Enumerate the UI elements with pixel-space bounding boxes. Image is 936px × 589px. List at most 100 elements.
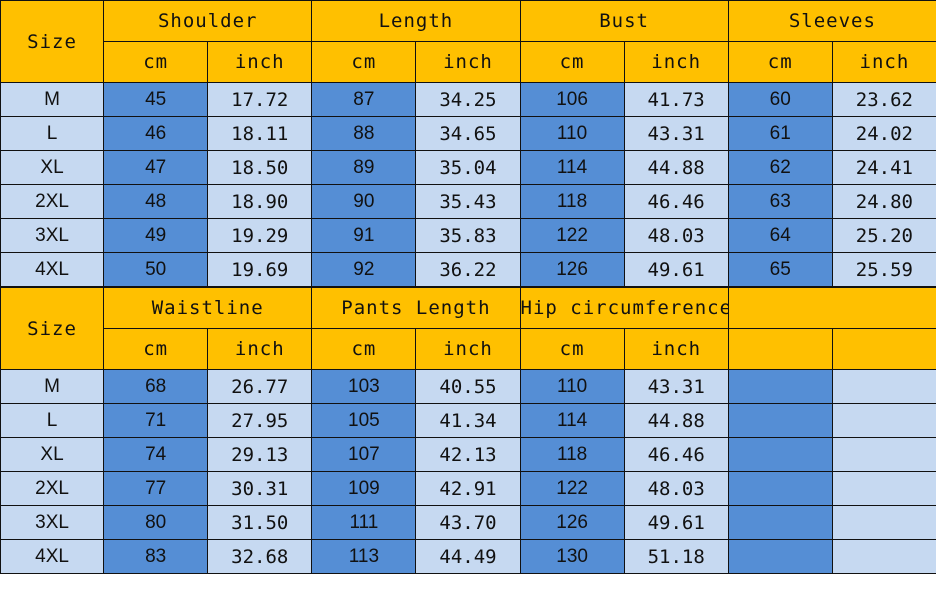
inch-cell: 35.43: [415, 184, 521, 219]
group-header: Bust: [519, 0, 729, 42]
inch-cell: 41.73: [623, 82, 729, 117]
inch-cell: 42.13: [415, 437, 521, 472]
cm-cell: 88: [311, 116, 417, 151]
inch-cell: 29.13: [207, 437, 313, 472]
group-header: Hip circumference: [519, 287, 729, 329]
inch-cell: 43.31: [623, 369, 729, 404]
table-row: 3XL 80 31.50 111 43.70 126 49.61: [0, 505, 936, 540]
cm-cell: 106: [519, 82, 625, 117]
cm-cell: 107: [311, 437, 417, 472]
inch-cell: 25.20: [831, 218, 936, 253]
inch-cell: 48.03: [623, 218, 729, 253]
cm-cell: 71: [103, 403, 209, 438]
size-table-2: Size Waistline Pants Length Hip circumferen…: [0, 287, 936, 574]
size-chart: Size Shoulder Length Bust Sleeves cm inch cm inc…: [0, 0, 936, 574]
inch-cell: 41.34: [415, 403, 521, 438]
cm-cell: 63: [727, 184, 833, 219]
inch-cell: 32.68: [207, 539, 313, 574]
inch-cell: 24.02: [831, 116, 936, 151]
inch-cell: 19.29: [207, 218, 313, 253]
inch-cell: 19.69: [207, 252, 313, 287]
inch-cell: 23.62: [831, 82, 936, 117]
cm-cell: 109: [311, 471, 417, 506]
unit-header: cm: [519, 41, 625, 83]
size-cell: L: [0, 403, 105, 438]
inch-cell: 35.04: [415, 150, 521, 185]
table-row: M 45 17.72 87 34.25 106 41.73 60 23.62: [0, 82, 936, 117]
unit-header: cm: [311, 41, 417, 83]
cm-cell: 110: [519, 369, 625, 404]
inch-cell: 31.50: [207, 505, 313, 540]
cm-cell: 114: [519, 150, 625, 185]
cm-cell: 130: [519, 539, 625, 574]
cm-cell: 61: [727, 116, 833, 151]
inch-cell: [831, 539, 936, 574]
size-cell: 3XL: [0, 505, 105, 540]
unit-header: inch: [415, 328, 521, 370]
inch-cell: 24.41: [831, 150, 936, 185]
unit-header: cm: [103, 41, 209, 83]
inch-cell: 35.83: [415, 218, 521, 253]
cm-cell: 48: [103, 184, 209, 219]
inch-cell: 44.88: [623, 150, 729, 185]
inch-cell: [831, 369, 936, 404]
inch-cell: 46.46: [623, 184, 729, 219]
cm-cell: [727, 369, 833, 404]
inch-cell: 18.11: [207, 116, 313, 151]
table-row: M 68 26.77 103 40.55 110 43.31: [0, 369, 936, 404]
inch-cell: 43.31: [623, 116, 729, 151]
cm-cell: [727, 437, 833, 472]
unit-header: inch: [415, 41, 521, 83]
table-row: 4XL 83 32.68 113 44.49 130 51.18: [0, 539, 936, 574]
size-cell: 2XL: [0, 184, 105, 219]
size-cell: 4XL: [0, 252, 105, 287]
cm-cell: 89: [311, 150, 417, 185]
cm-cell: 83: [103, 539, 209, 574]
cm-cell: 46: [103, 116, 209, 151]
cm-cell: 126: [519, 505, 625, 540]
inch-cell: 17.72: [207, 82, 313, 117]
inch-cell: 34.25: [415, 82, 521, 117]
table-row: 2XL 48 18.90 90 35.43 118 46.46 63 24.80: [0, 184, 936, 219]
cm-cell: 105: [311, 403, 417, 438]
cm-cell: 62: [727, 150, 833, 185]
unit-header: inch: [831, 41, 936, 83]
size-header: Size: [0, 0, 105, 83]
inch-cell: 42.91: [415, 471, 521, 506]
unit-header: cm: [311, 328, 417, 370]
inch-cell: 30.31: [207, 471, 313, 506]
table-row: L 71 27.95 105 41.34 114 44.88: [0, 403, 936, 438]
cm-cell: 110: [519, 116, 625, 151]
cm-cell: 118: [519, 437, 625, 472]
table-row: 4XL 50 19.69 92 36.22 126 49.61 65 25.59: [0, 252, 936, 287]
inch-cell: [831, 505, 936, 540]
unit-header: inch: [207, 41, 313, 83]
inch-cell: 26.77: [207, 369, 313, 404]
size-cell: M: [0, 82, 105, 117]
size-cell: L: [0, 116, 105, 151]
cm-cell: 77: [103, 471, 209, 506]
cm-cell: 103: [311, 369, 417, 404]
unit-header: cm: [103, 328, 209, 370]
cm-cell: 74: [103, 437, 209, 472]
inch-cell: 46.46: [623, 437, 729, 472]
inch-cell: 40.55: [415, 369, 521, 404]
inch-cell: 44.49: [415, 539, 521, 574]
group-header: Shoulder: [103, 0, 313, 42]
inch-cell: [831, 471, 936, 506]
unit-header: inch: [623, 41, 729, 83]
table-row: 2XL 77 30.31 109 42.91 122 48.03: [0, 471, 936, 506]
inch-cell: 25.59: [831, 252, 936, 287]
cm-cell: 90: [311, 184, 417, 219]
inch-cell: 24.80: [831, 184, 936, 219]
unit-header: [727, 328, 833, 370]
group-header: Pants Length: [311, 287, 521, 329]
cm-cell: 45: [103, 82, 209, 117]
cm-cell: 91: [311, 218, 417, 253]
unit-header: cm: [727, 41, 833, 83]
cm-cell: 111: [311, 505, 417, 540]
cm-cell: 92: [311, 252, 417, 287]
size-cell: 2XL: [0, 471, 105, 506]
size-cell: M: [0, 369, 105, 404]
size-cell: XL: [0, 437, 105, 472]
